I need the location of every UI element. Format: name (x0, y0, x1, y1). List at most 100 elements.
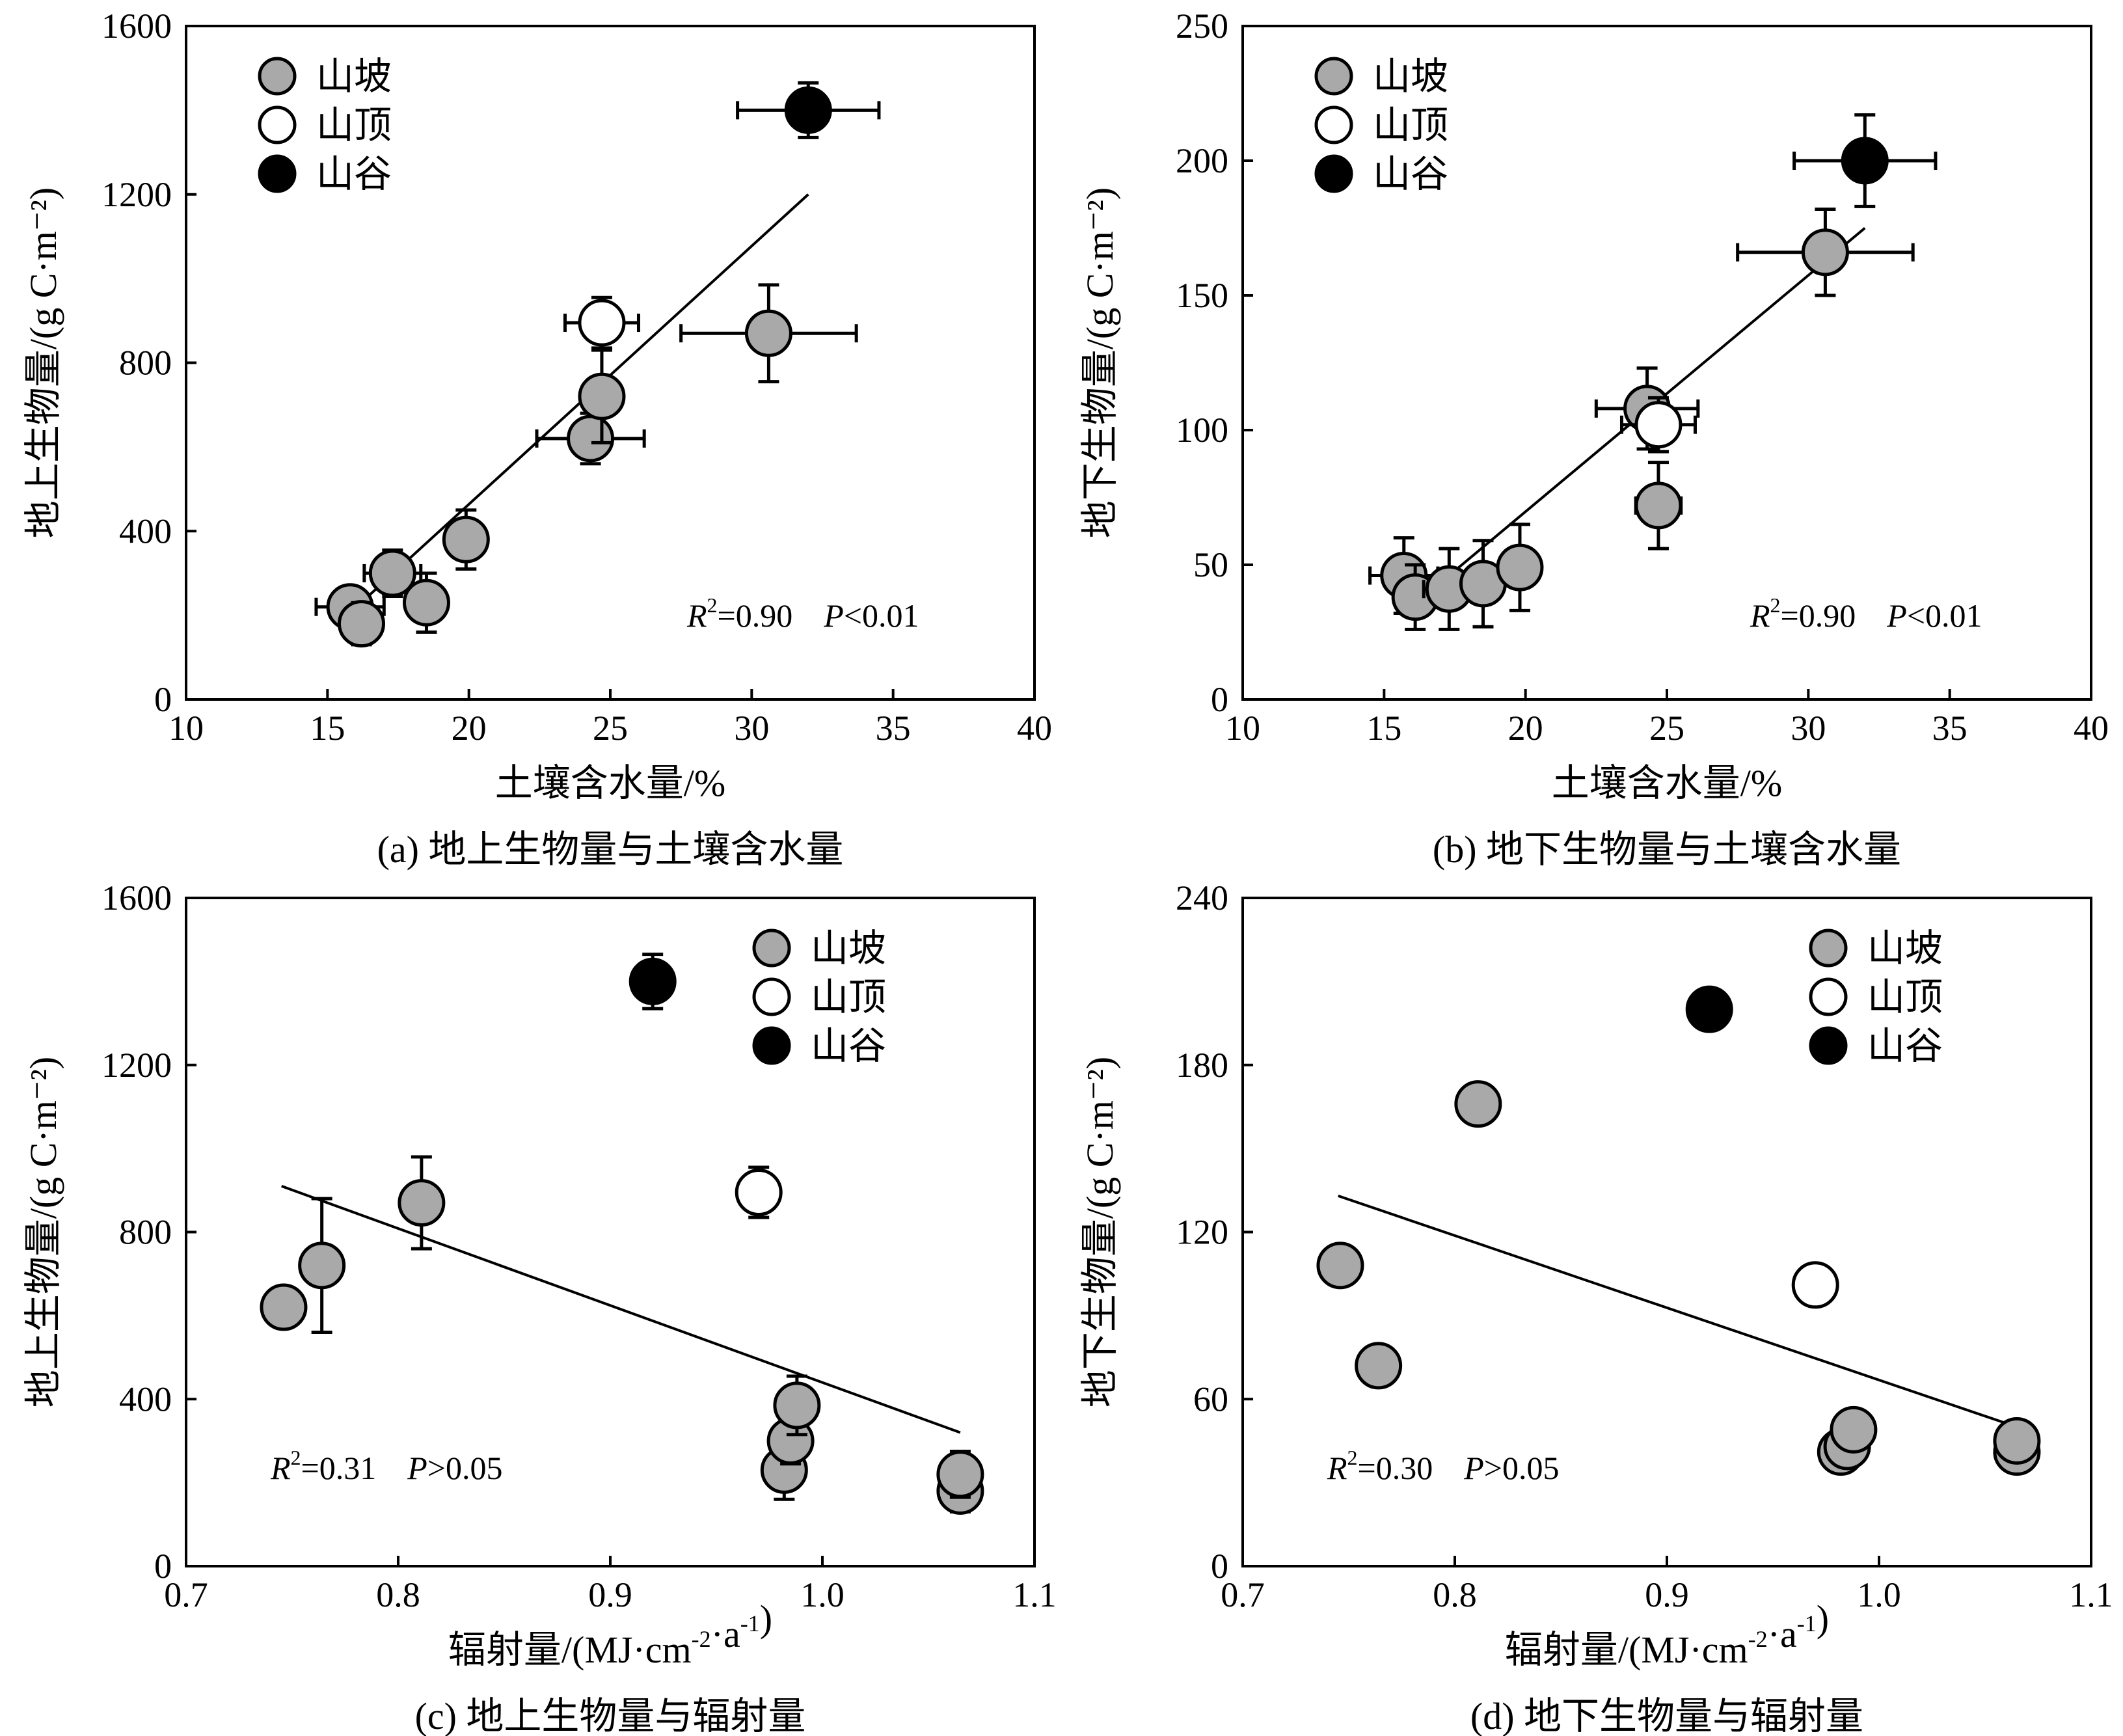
x-tick-label: 35 (876, 709, 911, 748)
legend-label: 山顶 (811, 976, 886, 1018)
fit-annotation-part: R (270, 1450, 291, 1486)
x-axis-label-part: ·a (1768, 1613, 1797, 1655)
y-axis-label: 地上生物量/(g C·m⁻²) (22, 1057, 64, 1407)
x-axis-label: 辐射量/(MJ·cm-2·a-1) (448, 1597, 772, 1671)
data-point-slope (1355, 1342, 1403, 1390)
x-axis-label: 土壤含水量/% (1552, 762, 1782, 804)
x-axis-label-part: 辐射量/(MJ·cm (448, 1629, 692, 1671)
panel-a: 10 15 20 25 30 35 40040080012001600土壤含水量/%地上生物… (22, 7, 1052, 871)
regression-line (281, 1185, 961, 1434)
legend-marker (1314, 57, 1353, 96)
data-point-slope (1830, 1405, 1878, 1454)
panel-caption: (d) 地下生物量与辐射量 (1470, 1695, 1863, 1736)
data-point-valley (629, 957, 677, 1005)
fit-annotation-part: =0.30 (1358, 1450, 1433, 1486)
y-tick-label: 240 (1176, 878, 1228, 917)
y-tick-label: 150 (1176, 276, 1228, 315)
x-tick-label: 30 (734, 709, 769, 748)
x-axis-label-part: ) (760, 1597, 772, 1640)
legend-marker (1809, 977, 1848, 1016)
x-tick-label: 1.0 (1857, 1575, 1901, 1614)
data-point-slope (298, 1241, 346, 1290)
y-tick-label: 1200 (101, 1046, 172, 1085)
y-tick-label: 0 (154, 680, 172, 719)
y-tick-label: 1600 (101, 878, 172, 917)
legend-marker (752, 1026, 791, 1065)
data-point-slope (442, 515, 490, 563)
legend-label: 山坡 (1373, 55, 1448, 98)
legend-label: 山坡 (316, 55, 392, 98)
panel-b: 10 15 20 25 30 35 40 0 50 100 150 200 250 土壤含水量/% 地下生物… (1079, 7, 2109, 871)
y-tick-label: 100 (1176, 411, 1228, 450)
legend-marker (1809, 1026, 1848, 1065)
data-point-slope (936, 1450, 984, 1499)
legend-label: 山顶 (316, 104, 392, 146)
fit-annotation-part: R (686, 597, 707, 634)
data-point-slope (1801, 228, 1849, 277)
x-tick-label: 20 (1508, 709, 1543, 748)
y-tick-label: 0 (1211, 1547, 1228, 1586)
panel-caption: (b) 地下生物量与土壤含水量 (1433, 828, 1901, 871)
data-point-slope (567, 414, 615, 463)
y-tick-label: 50 (1193, 545, 1228, 584)
panel-d: 0.7 0.8 0.9 1.0 1.1 0 60 120 180 240 辐射量/(MJ·cm-2·… (1079, 878, 2113, 1736)
fit-annotation-part: 2 (1770, 593, 1781, 617)
x-tick-label: 15 (1366, 709, 1401, 748)
fit-annotation-part: P (1463, 1450, 1484, 1486)
y-tick-label: 400 (119, 1379, 172, 1418)
x-tick-label: 1.1 (2069, 1575, 2113, 1614)
fit-annotation-part: 2 (1347, 1446, 1358, 1469)
x-tick-label: 20 (452, 709, 487, 748)
data-point-slope (337, 600, 385, 648)
legend-label: 山顶 (1867, 976, 1943, 1018)
legend-label: 山坡 (1867, 927, 1943, 970)
y-tick-label: 0 (154, 1547, 172, 1586)
y-tick-label: 800 (119, 1213, 172, 1252)
y-tick-label: 1200 (101, 175, 172, 214)
x-tick-label: 0.9 (1645, 1575, 1689, 1614)
fit-annotation: R2=0.31 P>0.05 (270, 1446, 503, 1486)
data-point-valley (784, 86, 832, 134)
fit-annotation-part: R (1327, 1450, 1347, 1486)
x-tick-label: 10 (169, 709, 204, 748)
legend-marker (1314, 105, 1353, 144)
fit-annotation-part: =0.31 (301, 1450, 377, 1486)
data-point-slope (368, 549, 416, 597)
x-tick-label: 0.7 (1221, 1575, 1265, 1614)
fit-annotation-part: P (823, 597, 844, 634)
fit-annotation: R2=0.90 P<0.01 (1750, 593, 1982, 634)
x-axis-label: 土壤含水量/% (495, 762, 725, 804)
legend-label: 山谷 (1373, 153, 1448, 195)
x-tick-label: 30 (1791, 709, 1826, 748)
x-tick-label: 1.0 (800, 1575, 845, 1614)
y-tick-label: 200 (1176, 141, 1228, 180)
x-axis-label-part: -2 (1748, 1626, 1768, 1652)
data-point-slope (1634, 481, 1683, 530)
x-axis-label-part: -1 (740, 1610, 760, 1636)
data-point-slope (260, 1283, 308, 1331)
regression-line (346, 193, 809, 617)
legend-label: 山谷 (811, 1025, 886, 1067)
fit-annotation-part: >0.05 (427, 1450, 503, 1486)
data-point-slope (1496, 543, 1544, 591)
y-axis-label: 地下生物量/(g C·m⁻²) (1079, 187, 1121, 538)
legend-marker (752, 929, 791, 968)
x-tick-label: 15 (310, 709, 345, 748)
legend-label: 山谷 (1867, 1025, 1943, 1067)
legend-marker (258, 105, 297, 144)
x-axis-label-part: -2 (692, 1626, 711, 1652)
data-point-slope (1454, 1080, 1502, 1128)
x-tick-label: 40 (1017, 709, 1052, 748)
fit-annotation-part: <0.01 (1907, 597, 1982, 634)
data-point-valley (1841, 137, 1889, 185)
panel-caption: (a) 地上生物量与土壤含水量 (377, 828, 844, 871)
legend-marker (1314, 154, 1353, 193)
x-axis-label-part: ) (1817, 1597, 1829, 1640)
x-tick-label: 0.8 (1433, 1575, 1477, 1614)
y-tick-label: 120 (1176, 1213, 1228, 1252)
fit-annotation-part: =0.90 (1781, 597, 1856, 634)
legend-label: 山顶 (1373, 104, 1448, 146)
data-point-slope (402, 578, 450, 627)
x-tick-label: 0.8 (376, 1575, 420, 1614)
